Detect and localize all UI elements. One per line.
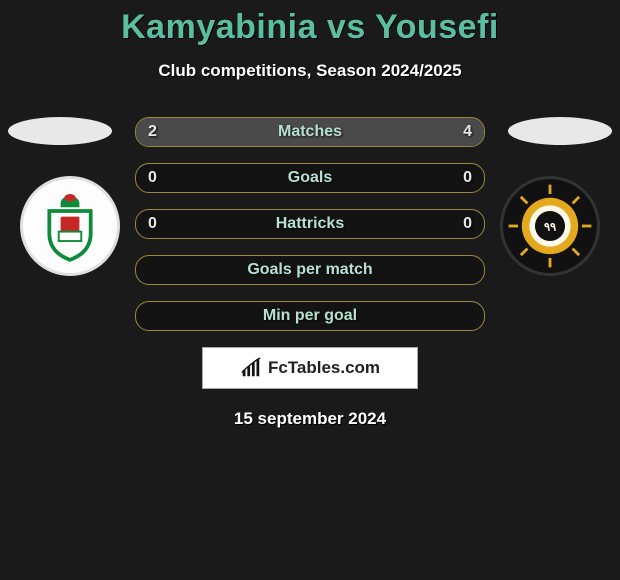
stat-label: Goals (136, 164, 484, 192)
stat-label: Min per goal (136, 302, 484, 330)
stat-label: Matches (136, 118, 484, 146)
date-label: 15 september 2024 (0, 409, 620, 429)
shield-crest-icon (23, 179, 117, 273)
stat-row-goals-per-match: Goals per match (135, 255, 485, 285)
stat-right-value: 0 (451, 210, 484, 238)
stat-row-matches: 2 Matches 4 (135, 117, 485, 147)
stat-row-goals: 0 Goals 0 (135, 163, 485, 193)
club-logo-right: ۹۹ (500, 176, 600, 276)
bar-chart-icon (240, 357, 262, 379)
subtitle: Club competitions, Season 2024/2025 (0, 61, 620, 81)
brand-label: FcTables.com (268, 358, 380, 378)
player-plate-right (508, 117, 612, 145)
stats-zone: ۹۹ 2 Matches 4 (0, 117, 620, 429)
sun-crest-icon: ۹۹ (503, 179, 597, 273)
stat-label: Hattricks (136, 210, 484, 238)
stat-right-value: 4 (451, 118, 484, 146)
club-logo-left (20, 176, 120, 276)
brand-box: FcTables.com (202, 347, 418, 389)
page-title: Kamyabinia vs Yousefi (0, 0, 620, 47)
stat-row-min-per-goal: Min per goal (135, 301, 485, 331)
stat-label: Goals per match (136, 256, 484, 284)
svg-text:۹۹: ۹۹ (544, 222, 556, 234)
stat-right-value: 0 (451, 164, 484, 192)
player-plate-left (8, 117, 112, 145)
infographic-container: Kamyabinia vs Yousefi Club competitions,… (0, 0, 620, 429)
stat-row-hattricks: 0 Hattricks 0 (135, 209, 485, 239)
stats-bars: 2 Matches 4 0 Goals 0 0 Hattricks 0 (135, 117, 485, 331)
